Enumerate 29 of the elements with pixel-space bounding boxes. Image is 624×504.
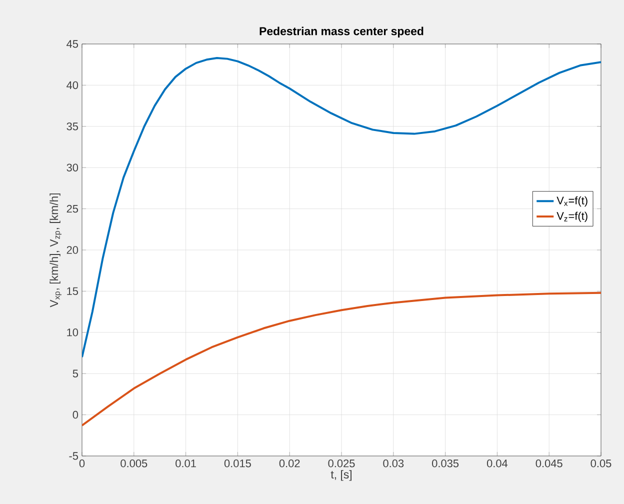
x-tick-label: 0.005 [120, 460, 148, 468]
x-tick-label: 0.045 [536, 460, 562, 468]
y-tick-label: 20 [66, 246, 78, 254]
x-tick-label: 0.035 [432, 460, 459, 468]
line-series [82, 56, 602, 358]
x-tick-label: 0.03 [383, 460, 404, 468]
y-tick-label: 45 [66, 40, 78, 48]
y-tick-label: 25 [66, 204, 78, 213]
line-series [82, 292, 602, 426]
x-tick-label: 0.02 [279, 460, 300, 468]
x-tick-label: 0.025 [328, 460, 355, 468]
y-tick-label: 15 [67, 287, 78, 296]
legend-label: V$_{z}$=f(t) [556, 212, 588, 222]
y-tick-label: 35 [66, 122, 78, 130]
x-tick-label: 0.05 [590, 460, 612, 468]
y-tick-label: 40 [66, 81, 78, 90]
y-tick-label: -5 [69, 452, 78, 460]
chart-title: Pedestrian mass center speed [260, 26, 424, 38]
y-axis-title: V$_{xp}$, [km/h], V$_{zp}$, [km/h] [50, 193, 62, 308]
legend-label: V$_{x}$=f(t) [556, 196, 588, 207]
x-tick-label: 0.01 [176, 460, 196, 468]
x-tick-label: 0.04 [486, 460, 508, 468]
x-tick-label: 0.015 [224, 460, 251, 468]
y-tick-label: 0 [72, 410, 78, 419]
y-tick-label: 10 [67, 328, 78, 336]
y-tick-label: 30 [66, 164, 78, 172]
x-axis-title: t, [s] [330, 470, 352, 481]
y-tick-label: 5 [72, 370, 78, 378]
x-tick-label: 0 [79, 460, 85, 468]
